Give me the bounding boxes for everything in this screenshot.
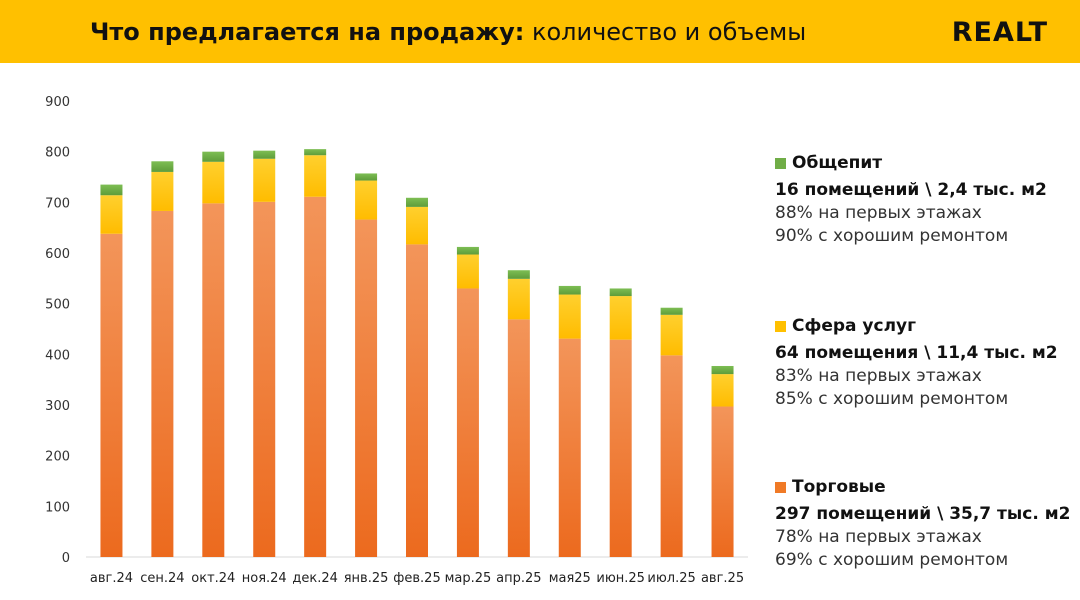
legend-repair-services: 85% с хорошим ремонтом [775,389,1009,409]
page-title-bold: Что предлагается на продажу: [90,18,525,46]
legend-repair-retail: 69% с хорошим ремонтом [775,550,1009,570]
y-tick-label: 500 [45,298,70,313]
legend-floors-catering: 88% на первых этажах [775,203,982,223]
bar-services-3 [202,161,225,204]
y-tick-label: 400 [45,348,70,363]
bar-catering-2 [151,161,174,172]
legend-floors-services: 83% на первых этажах [775,366,982,386]
retail-swatch [775,481,786,493]
bar-retail-4 [253,201,276,557]
x-tick-label: ноя.24 [242,571,287,586]
bar-retail-3 [202,203,225,557]
bar-services-8 [456,254,479,289]
x-tick-label: авг.25 [701,571,744,586]
bar-services-12 [660,314,683,356]
realt-logo: REALT [951,17,1048,48]
header-bar: Что предлагается на продажу: количество … [0,0,1080,63]
bar-catering-7 [406,197,428,207]
bar-services-7 [406,206,428,245]
legend-title-catering: Общепит [792,153,883,173]
y-tick-label: 0 [62,551,70,566]
stacked-bar-chart: 0 100 200 300 400 500 600 700 800 900 авг.24 сен.24… [45,95,748,586]
bar-services-1 [100,195,123,234]
x-tick-label: сен.24 [140,571,184,586]
x-tick-label: мая25 [549,571,591,586]
bar-services-10 [558,294,581,339]
legend-title-services: Сфера услуг [792,316,917,336]
legend-count-catering: 16 помещений \ 2,4 тыс. м2 [775,180,1047,200]
y-tick-label: 200 [45,450,70,465]
bar-retail-1 [100,233,123,557]
bar-retail-10 [558,338,581,557]
bar-retail-12 [660,355,683,557]
bar-retail-13 [711,406,734,557]
bar-retail-7 [406,244,428,558]
page-title-rest: количество и объемы [524,18,807,46]
bar-retail-5 [304,196,327,557]
bar-catering-5 [304,149,327,156]
bar-catering-1 [100,184,123,196]
bar-services-5 [304,155,327,197]
y-tick-label: 700 [45,196,70,211]
y-tick-label: 800 [45,146,70,161]
y-tick-label: 300 [45,399,70,414]
y-tick-label: 100 [45,500,70,515]
x-tick-label: фев.25 [393,571,440,586]
services-swatch [775,320,786,332]
bar-services-13 [711,374,734,407]
legend-services: Сфера услуг 64 помещения \ 11,4 тыс. м2 … [775,316,1058,409]
y-tick-label: 900 [45,95,70,110]
legend-floors-retail: 78% на первых этажах [775,527,982,547]
legend-title-retail: Торговые [792,477,886,497]
x-tick-label: дек.24 [292,571,338,586]
page-title: Что предлагается на продажу: количество … [90,18,806,46]
bar-catering-12 [660,307,683,315]
x-tick-label: авг.24 [90,571,133,586]
x-tick-label: мар.25 [445,571,492,586]
bar-retail-2 [151,210,174,558]
legend-repair-catering: 90% с хорошим ремонтом [775,226,1009,246]
bar-retail-9 [507,319,530,557]
x-tick-label: июл.25 [647,571,695,586]
catering-swatch [775,157,786,169]
x-tick-label: окт.24 [191,571,235,586]
bar-retail-8 [456,288,479,557]
bar-retail-6 [355,219,378,557]
bar-services-6 [355,180,378,220]
bar-services-9 [507,278,530,320]
bar-catering-8 [456,246,479,255]
legend-catering: Общепит 16 помещений \ 2,4 тыс. м2 88% н… [775,153,1047,246]
bar-services-4 [253,158,276,202]
legend-count-services: 64 помещения \ 11,4 тыс. м2 [775,343,1058,363]
legend-retail: Торговые 297 помещений \ 35,7 тыс. м2 78… [775,477,1070,570]
bar-catering-3 [202,151,225,162]
y-tick-label: 600 [45,247,70,262]
bar-catering-6 [355,173,378,181]
x-tick-label: янв.25 [344,571,389,586]
x-tick-label: июн.25 [596,571,645,586]
bar-catering-11 [609,288,632,297]
bar-services-11 [609,296,632,340]
legend-count-retail: 297 помещений \ 35,7 тыс. м2 [775,504,1071,524]
x-tick-label: апр.25 [496,571,541,586]
bar-catering-9 [507,270,530,279]
bar-catering-13 [711,365,734,375]
bar-services-2 [151,171,174,211]
bar-catering-10 [558,285,581,295]
bar-catering-4 [253,150,276,159]
bar-retail-11 [609,339,632,557]
